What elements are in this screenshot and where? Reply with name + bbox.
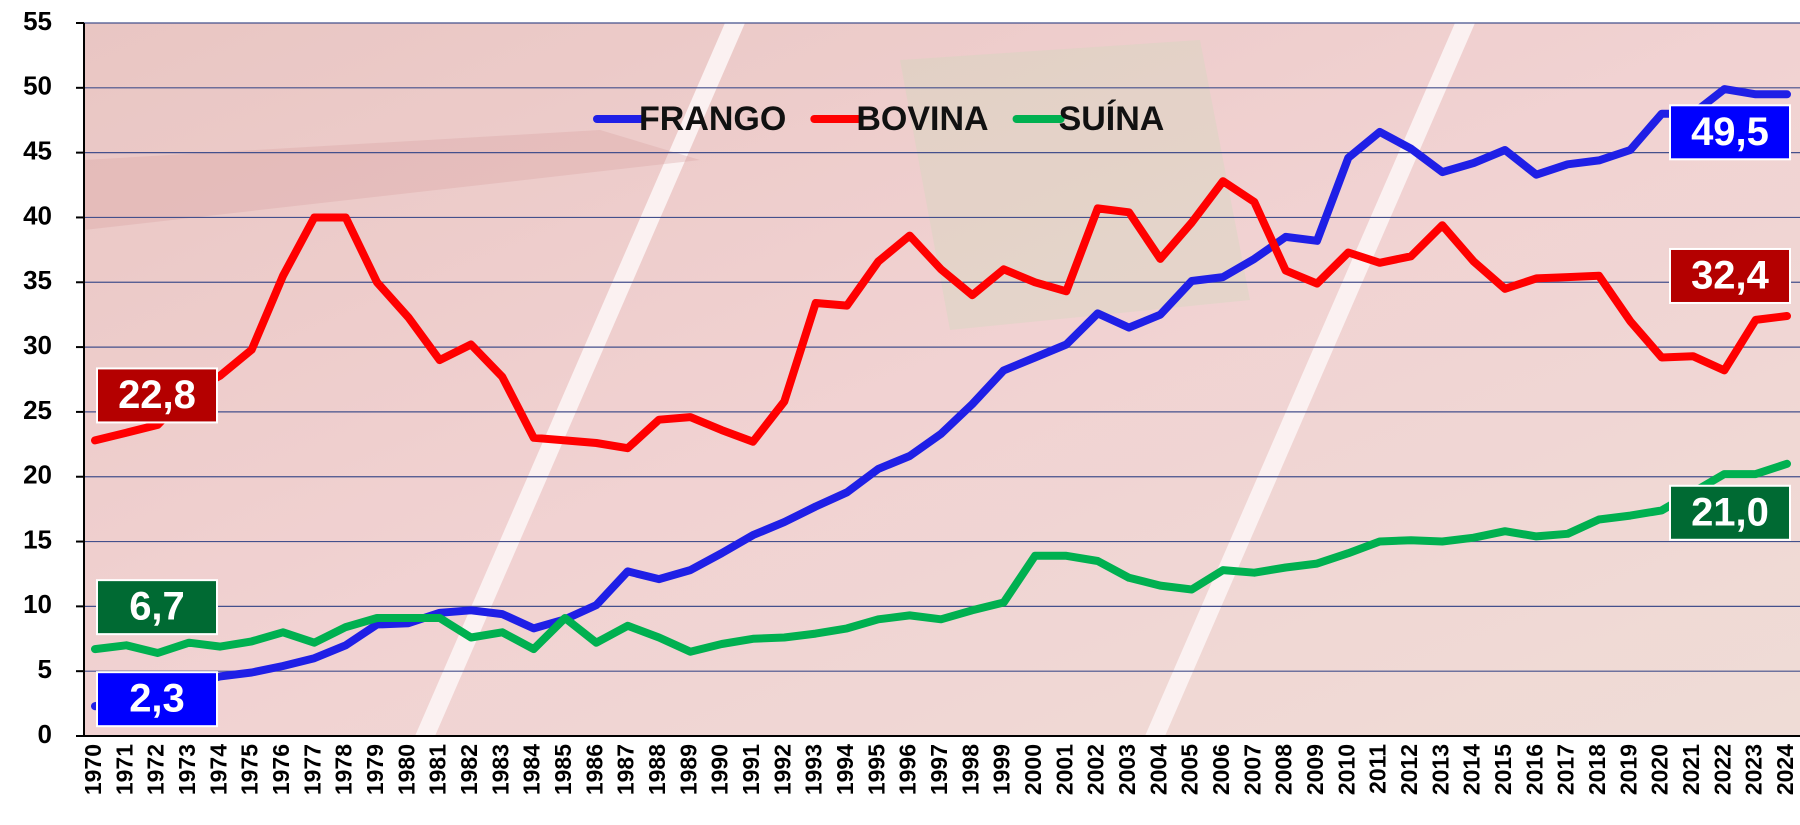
- data-label: 2,3: [129, 677, 185, 721]
- y-tick-label: 40: [23, 200, 52, 230]
- x-tick-label: 1983: [487, 744, 513, 795]
- y-tick-label: 5: [38, 654, 52, 684]
- x-tick-label: 1974: [205, 744, 231, 795]
- x-tick-label: 1988: [644, 744, 670, 795]
- x-tick-label: 2012: [1396, 744, 1422, 795]
- y-tick-label: 15: [23, 524, 52, 554]
- y-tick-label: 0: [38, 719, 52, 749]
- y-tick-label: 30: [23, 330, 52, 360]
- x-tick-label: 1970: [80, 744, 106, 795]
- x-tick-label: 1985: [550, 744, 576, 795]
- y-tick-label: 20: [23, 460, 52, 490]
- x-tick-label: 2017: [1553, 744, 1579, 795]
- legend-label: SUÍNA: [1059, 100, 1165, 138]
- x-tick-label: 2006: [1208, 744, 1234, 795]
- x-tick-label: 1984: [519, 744, 545, 795]
- y-tick-label: 45: [23, 136, 52, 166]
- x-tick-label: 2022: [1709, 744, 1735, 795]
- y-tick-label: 35: [23, 265, 52, 295]
- x-tick-label: 1998: [957, 744, 983, 795]
- x-tick-label: 1987: [613, 744, 639, 795]
- x-tick-label: 2019: [1615, 744, 1641, 795]
- x-tick-label: 1982: [456, 744, 482, 795]
- x-tick-label: 2023: [1741, 744, 1767, 795]
- x-tick-label: 1972: [143, 744, 169, 795]
- x-tick-label: 1978: [331, 744, 357, 795]
- x-tick-label: 2021: [1678, 744, 1704, 795]
- x-tick-label: 1977: [299, 744, 325, 795]
- x-tick-label: 1997: [926, 744, 952, 795]
- x-tick-label: 1979: [362, 744, 388, 795]
- x-tick-label: 1986: [581, 744, 607, 795]
- x-tick-label: 1996: [895, 744, 921, 795]
- x-tick-label: 2020: [1647, 744, 1673, 795]
- x-tick-label: 2009: [1302, 744, 1328, 795]
- x-tick-label: 1976: [268, 744, 294, 795]
- x-tick-label: 2001: [1051, 744, 1077, 795]
- data-label: 21,0: [1691, 490, 1769, 534]
- x-tick-label: 1971: [111, 744, 137, 795]
- x-tick-label: 1995: [863, 744, 889, 795]
- x-tick-label: 1992: [769, 744, 795, 795]
- x-tick-label: 2010: [1333, 744, 1359, 795]
- x-tick-label: 2005: [1177, 744, 1203, 795]
- x-tick-label: 1991: [738, 744, 764, 795]
- x-tick-label: 2024: [1772, 744, 1798, 795]
- y-tick-label: 10: [23, 589, 52, 619]
- x-tick-label: 2007: [1239, 744, 1265, 795]
- x-tick-label: 2013: [1427, 744, 1453, 795]
- y-tick-label: 50: [23, 71, 52, 101]
- x-tick-label: 1989: [675, 744, 701, 795]
- x-tick-label: 1975: [237, 744, 263, 795]
- x-tick-label: 1994: [832, 744, 858, 795]
- x-tick-label: 2016: [1521, 744, 1547, 795]
- y-tick-label: 25: [23, 395, 52, 425]
- x-tick-label: 1990: [707, 744, 733, 795]
- x-tick-label: 2002: [1083, 744, 1109, 795]
- x-tick-label: 2014: [1459, 744, 1485, 795]
- x-tick-label: 1973: [174, 744, 200, 795]
- x-tick-label: 2008: [1271, 744, 1297, 795]
- data-label: 32,4: [1691, 254, 1770, 298]
- x-tick-label: 1981: [425, 744, 451, 795]
- x-tick-label: 1999: [989, 744, 1015, 795]
- legend-label: FRANGO: [639, 100, 786, 138]
- data-label: 6,7: [129, 585, 185, 629]
- background-shape: [900, 40, 1250, 330]
- x-tick-label: 2003: [1114, 744, 1140, 795]
- x-tick-label: 2015: [1490, 744, 1516, 795]
- chart: 2,3 49,5 22,8 32,4 6,7 21,0 0 5 10 15 20 25 30 35 40 4…: [0, 0, 1800, 825]
- data-label: 49,5: [1691, 110, 1769, 154]
- y-tick-label: 55: [23, 6, 52, 36]
- x-tick-label: 2004: [1145, 744, 1171, 795]
- x-tick-label: 2011: [1365, 744, 1391, 794]
- x-tick-label: 2000: [1020, 744, 1046, 795]
- x-tick-label: 2018: [1584, 744, 1610, 795]
- x-tick-label: 1980: [393, 744, 419, 795]
- x-tick-label: 1993: [801, 744, 827, 795]
- legend-label: BOVINA: [856, 100, 988, 138]
- data-label: 22,8: [118, 373, 196, 417]
